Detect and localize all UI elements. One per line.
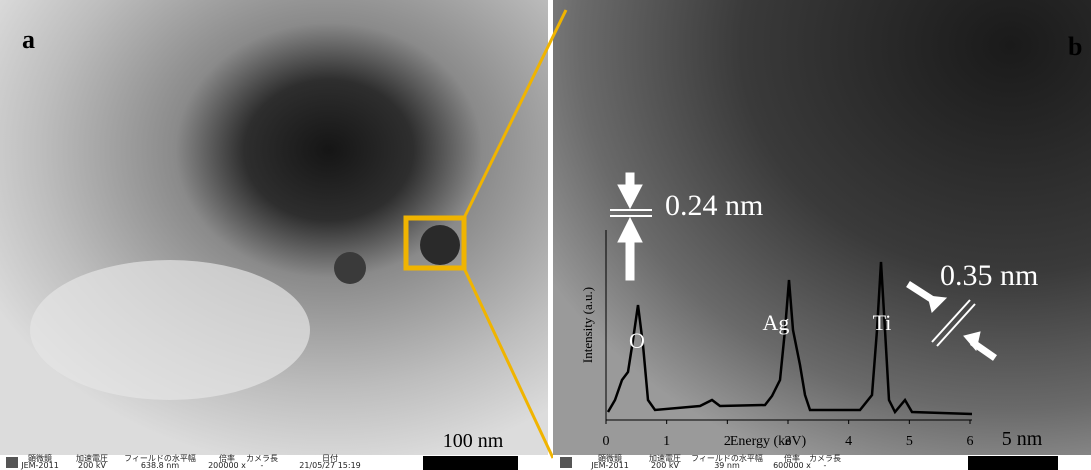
peak-label: Ag: [763, 310, 790, 335]
particle: [420, 225, 460, 265]
scale-bar-label: 100 nm: [443, 430, 504, 452]
info-text: 200000 x: [208, 461, 246, 470]
info-bar-block: [423, 456, 518, 470]
info-text: JEM-2011: [20, 461, 59, 470]
info-text: 21/05/27 15:19: [299, 461, 361, 470]
x-tick-label: 3: [785, 434, 792, 449]
background-region: [30, 260, 310, 400]
y-axis-label: Intensity (a.u.): [580, 287, 595, 363]
info-text: 600000 x: [773, 461, 811, 470]
x-tick-label: 5: [906, 434, 913, 449]
info-text: 200 kV: [651, 461, 679, 470]
figure: a b 100 nm 5 nm 0.24 nm 0.35 nm Intensit…: [0, 0, 1091, 470]
info-icon: [560, 457, 572, 468]
x-axis-label: Energy (keV): [730, 434, 807, 449]
panel-label: a: [22, 25, 35, 54]
info-icon: [6, 457, 18, 468]
info-text: 200 kV: [78, 461, 106, 470]
info-text: 638.8 nm: [141, 461, 180, 470]
info-text: -: [824, 461, 827, 470]
panel-label: b: [1068, 32, 1082, 61]
peak-label: Ti: [873, 310, 892, 335]
info-bar-block: [968, 456, 1058, 470]
particle: [334, 252, 366, 284]
lattice-label: 0.35 nm: [940, 259, 1038, 292]
info-text: 39 nm: [714, 461, 740, 470]
info-text: -: [261, 461, 264, 470]
x-tick-label: 6: [967, 434, 974, 449]
x-tick-label: 4: [845, 434, 852, 449]
x-tick-label: 2: [724, 434, 731, 449]
peak-label: O: [629, 328, 645, 353]
info-text: JEM-2011: [590, 461, 629, 470]
scale-bar-label: 5 nm: [1002, 428, 1043, 450]
x-tick-label: 1: [663, 434, 670, 449]
x-tick-label: 0: [603, 434, 610, 449]
lattice-label: 0.24 nm: [665, 189, 763, 222]
